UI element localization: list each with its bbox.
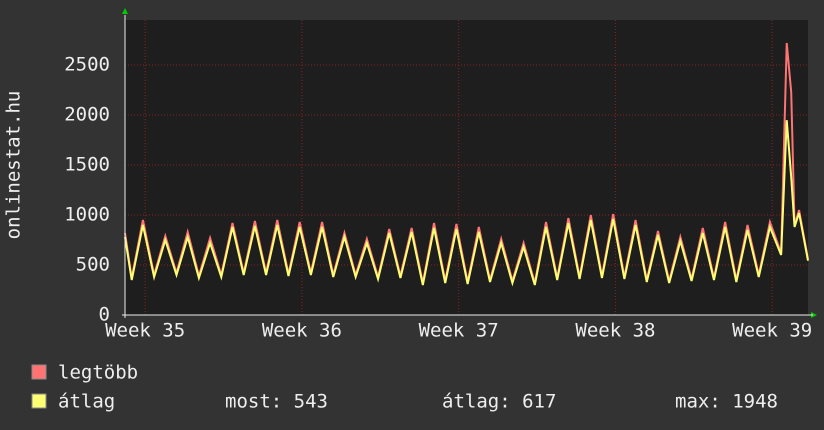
y-tick-label: 1500 — [64, 154, 110, 176]
y-tick-label: 0 — [99, 304, 110, 326]
x-tick-label: Week 37 — [419, 320, 499, 342]
y-tick-label: 2500 — [64, 54, 110, 76]
plot-area — [125, 20, 808, 315]
stat-label: max: 1948 — [675, 391, 778, 413]
y-tick-label: 1000 — [64, 204, 110, 226]
x-tick-label: Week 39 — [732, 320, 812, 342]
series-line — [124, 120, 809, 287]
y-axis-label: onlinestat.hu — [3, 91, 25, 240]
axis-arrow — [811, 312, 817, 318]
legend-label: átlag — [58, 391, 115, 413]
stat-label: most: 543 — [225, 391, 328, 413]
legend-label: legtöbb — [58, 362, 138, 384]
stat-label: átlag: 617 — [442, 391, 556, 413]
x-tick-label: Week 36 — [262, 320, 342, 342]
x-tick-label: Week 38 — [575, 320, 655, 342]
legend-swatch — [31, 364, 47, 380]
y-tick-label: 2000 — [64, 104, 110, 126]
x-tick-label: Week 35 — [105, 320, 185, 342]
legend-swatch — [31, 393, 47, 409]
axis-arrow — [122, 8, 128, 14]
y-tick-label: 500 — [76, 254, 110, 276]
